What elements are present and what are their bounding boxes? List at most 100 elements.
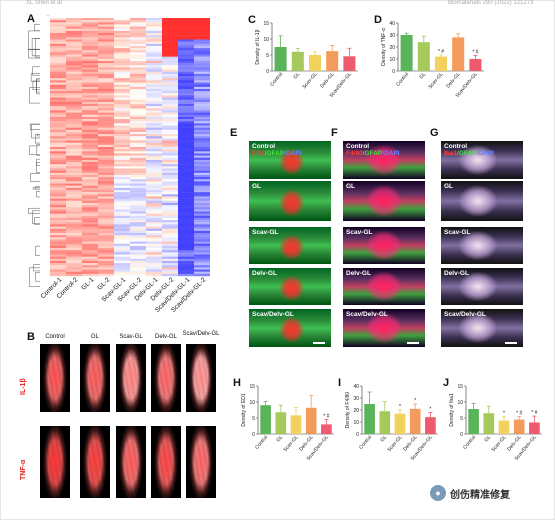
sample-label: GL-1 (80, 276, 95, 291)
stain-row-label: GL (444, 183, 454, 190)
bar (290, 415, 302, 434)
row-dendrogram (28, 23, 40, 287)
x-tick-label: GL (379, 434, 388, 443)
stain-row-label: Control F4/80/GFAP/DAPI (346, 143, 400, 157)
panel-label-f: F (331, 127, 338, 139)
panel-b-micrograph (80, 344, 110, 412)
y-tick-label: 0 (460, 432, 463, 438)
x-tick-label: Scav-GL (282, 434, 299, 453)
panel-label-a: A (27, 13, 35, 25)
bar (469, 59, 482, 71)
panel-b-micrograph (116, 344, 146, 412)
y-axis-label: Density of Iba1 (449, 393, 455, 427)
bar (274, 47, 287, 71)
significance-label: * # (472, 49, 478, 55)
panel-label-e: E (230, 127, 238, 139)
significance-label: * # (323, 414, 329, 420)
panel-label-c: C (248, 14, 256, 26)
x-tick-label: Control (269, 71, 284, 87)
panel-b-micrograph (116, 426, 146, 498)
x-tick-label: Scav-GL (490, 434, 507, 453)
panel-b-column-label: GL (90, 334, 99, 340)
stain-row-label: Delv-GL (252, 270, 277, 277)
significance-label: * # (438, 49, 444, 55)
stain-marker-label: /DAPI (284, 150, 302, 157)
x-tick-label: Delv-GL (445, 71, 462, 89)
y-tick-label: 20 (353, 408, 359, 414)
bar (260, 405, 271, 434)
panel-label-h: H (233, 377, 241, 389)
x-tick-label: Delv-GL (319, 71, 336, 89)
stain-row-label: Scav-GL (444, 229, 471, 236)
header-left: XL Shen et al (26, 0, 62, 6)
y-axis-label: Density of F4/80 (345, 392, 351, 429)
stain-marker-label: /GFAP (264, 150, 285, 157)
panel-b-micrograph (40, 426, 70, 498)
watermark: ● 创伤精准修复 (430, 484, 550, 502)
stain-title-g: Iba1/GFAP/DAPI (444, 150, 494, 157)
header-right: Biomaterials 280 (2022) 121273 (448, 0, 534, 6)
y-tick-label: 30 (353, 396, 359, 402)
panel-b-micrograph (40, 344, 70, 412)
x-tick-label: GL (275, 434, 284, 443)
stain-micrograph (441, 268, 523, 305)
stain-micrograph (249, 181, 331, 221)
bar (364, 404, 375, 434)
panel-b-column-label: Scav/Delv-GL (182, 331, 220, 337)
scale-bar (407, 342, 419, 344)
panel-b-micrograph (80, 426, 110, 498)
y-tick-label: 40 (353, 384, 359, 390)
panel-label-b: B (27, 331, 35, 343)
panel-b-row-label: TNF-α (20, 459, 27, 480)
y-tick-label: 30 (389, 33, 395, 39)
x-tick-label: Control (254, 434, 269, 450)
bar (343, 56, 356, 71)
stain-row-label: Delv-GL (346, 270, 371, 277)
y-tick-label: 5 (266, 53, 269, 59)
bar (305, 407, 317, 434)
x-tick-label: Control (462, 434, 477, 450)
stain-micrograph (249, 309, 331, 347)
bar (409, 408, 421, 434)
y-tick-label: 10 (353, 420, 359, 426)
bar (308, 55, 322, 71)
significance-label: * # (531, 410, 537, 416)
stain-title-e: ED1/GFAP/DAPI (252, 150, 302, 157)
stain-marker-label: Iba1 (444, 150, 458, 157)
y-tick-label: 0 (252, 432, 255, 438)
y-tick-label: 20 (389, 45, 395, 51)
stain-row-label: Delv-GL (444, 270, 469, 277)
x-tick-label: Scav-GL (301, 71, 318, 90)
panel-label-d: D (374, 14, 382, 26)
bar (321, 424, 332, 434)
y-tick-label: 10 (249, 400, 255, 406)
heatmap-cells (50, 18, 210, 277)
stain-micrograph (343, 268, 425, 305)
stain-row-label: Control Iba1/GFAP/DAPI (444, 143, 494, 157)
stain-micrograph (249, 227, 331, 264)
stain-row-label: Scav/Delv-GL (444, 311, 486, 318)
y-tick-label: 0 (356, 432, 359, 438)
bar (291, 51, 304, 71)
y-tick-label: 0 (266, 69, 269, 75)
stain-micrograph (249, 141, 331, 179)
significance-label: * (399, 404, 401, 410)
x-tick-label: Scav-GL (427, 71, 444, 90)
x-tick-label: Control (358, 434, 373, 450)
y-tick-label: 15 (457, 384, 463, 390)
y-tick-label: 0 (392, 69, 395, 75)
bar (425, 417, 436, 434)
scale-bar (505, 342, 517, 344)
stain-marker-label: /GFAP (457, 150, 477, 157)
y-tick-label: 15 (249, 384, 255, 390)
y-axis-label: Density of TNF-α (381, 28, 387, 66)
stain-micrograph (343, 309, 425, 347)
panel-b-micrograph (186, 344, 216, 412)
bar (434, 56, 448, 71)
bar (275, 412, 287, 434)
stain-marker-label: ED1 (252, 150, 265, 157)
